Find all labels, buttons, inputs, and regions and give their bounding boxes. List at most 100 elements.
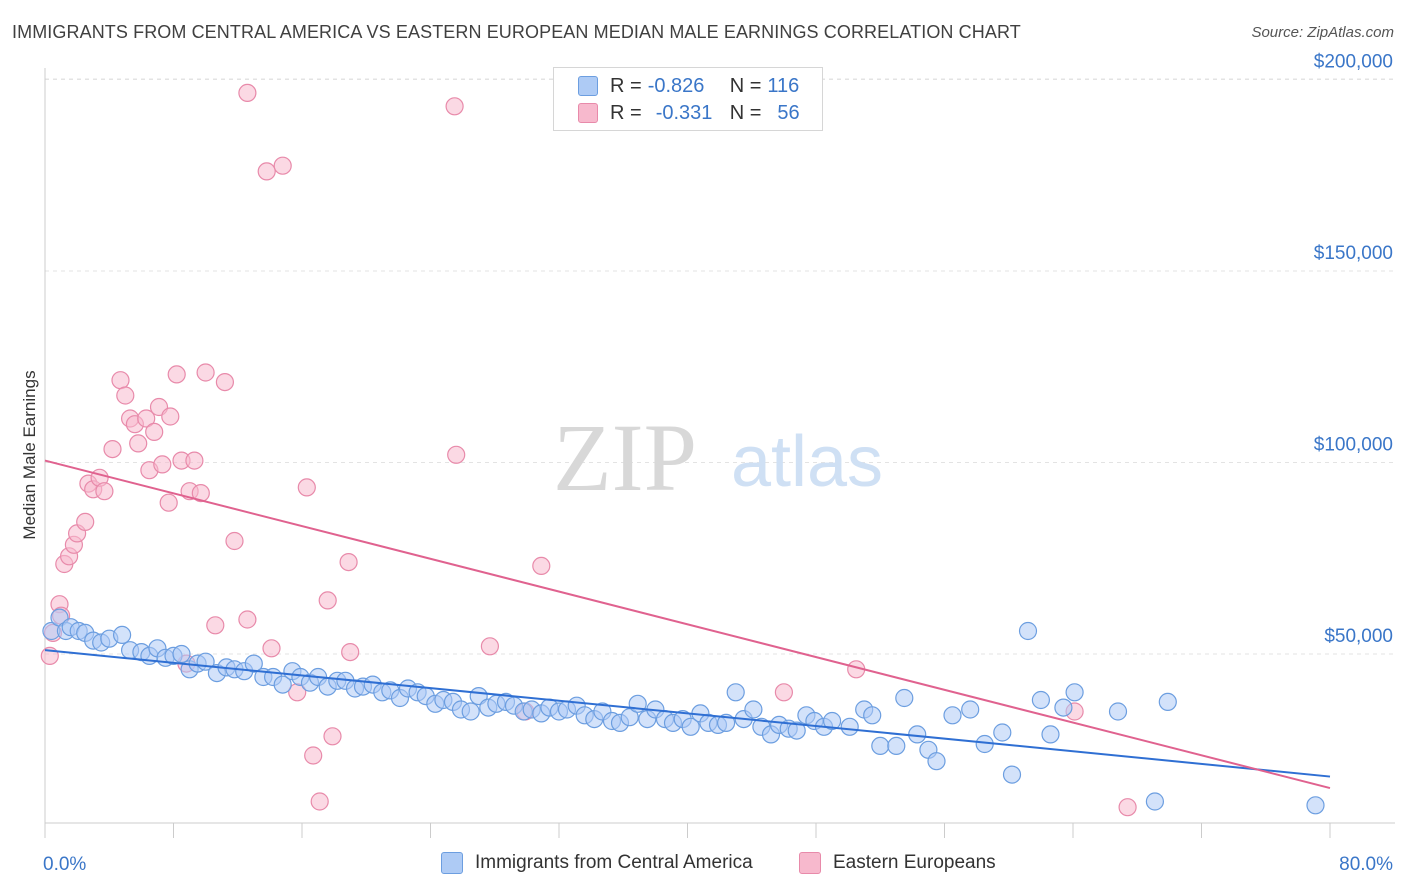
eastern-europeans-point [103, 440, 122, 459]
central-america-point [461, 702, 480, 721]
watermark-zip: ZIP [553, 404, 697, 511]
eastern-europeans-point [161, 407, 180, 426]
central-america-point [840, 717, 859, 736]
central-america-point [787, 721, 806, 740]
eastern-europeans-point [1118, 798, 1137, 817]
eastern-europeans-point [304, 746, 323, 765]
central-america-point [887, 736, 906, 756]
central-america-point [112, 625, 132, 645]
central-america-point [863, 706, 882, 725]
series-central-america [42, 608, 1325, 815]
eastern-europeans-point [95, 482, 114, 501]
eastern-europeans-point [238, 610, 257, 629]
bottom-legend-swatch-blue [441, 852, 463, 874]
legend-n-label: N = [729, 74, 762, 97]
central-america-point [943, 706, 962, 725]
watermark: ZIP atlas [553, 404, 883, 511]
axes [44, 68, 1395, 838]
legend-n-label: N = [729, 101, 762, 124]
legend-n-value: 116 [767, 74, 800, 97]
eastern-europeans-point [225, 531, 244, 551]
central-america-point [822, 711, 842, 731]
central-america-point [716, 713, 736, 733]
bottom-legend-swatch-pink [799, 852, 821, 874]
central-america-point [1145, 792, 1165, 811]
legend-swatch-pink [578, 103, 598, 123]
central-america-point [1002, 765, 1022, 784]
eastern-europeans-point [323, 727, 342, 746]
central-america-point [961, 700, 980, 719]
central-america-point [1041, 725, 1060, 744]
eastern-europeans-point [257, 162, 276, 181]
trend-line-central-america [44, 649, 1331, 778]
eastern-europeans-point [215, 373, 234, 392]
x-tick-label-max: 80.0% [1339, 854, 1393, 875]
eastern-europeans-point [76, 512, 95, 532]
gridlines [45, 78, 1395, 655]
trend-line-eastern-europeans [44, 459, 1331, 790]
eastern-europeans-point [445, 97, 464, 116]
eastern-europeans-point [191, 484, 210, 503]
eastern-europeans-point [159, 493, 178, 512]
eastern-europeans-point [341, 642, 360, 662]
central-america-point [1306, 796, 1325, 815]
central-america-point [620, 708, 639, 727]
legend-n-value: 56 [777, 101, 800, 124]
central-america-point [726, 683, 745, 702]
bottom-legend-label-blue: Immigrants from Central America [475, 852, 753, 873]
central-america-point [681, 717, 700, 736]
central-america-point [871, 736, 890, 756]
eastern-europeans-point [318, 591, 337, 610]
central-america-point [993, 723, 1012, 742]
central-america-point [244, 654, 263, 673]
bottom-legend-label-pink: Eastern Europeans [833, 852, 996, 873]
central-america-point [273, 675, 292, 694]
eastern-europeans-point [137, 409, 156, 428]
eastern-europeans-point [310, 792, 329, 811]
central-america-point [927, 752, 946, 771]
legend-swatch-blue [578, 76, 598, 96]
eastern-europeans-point [153, 455, 172, 474]
x-tick-label-min: 0.0% [43, 854, 86, 875]
legend-r-label: R = [610, 101, 642, 124]
eastern-europeans-point [167, 365, 186, 384]
y-tick-label: $150,000 [1314, 243, 1393, 264]
chart-title: IMMIGRANTS FROM CENTRAL AMERICA VS EASTE… [12, 22, 1021, 42]
y-tick-label: $50,000 [1324, 626, 1393, 647]
y-axis-label: Median Male Earnings [20, 370, 39, 540]
central-america-point [1018, 621, 1038, 641]
eastern-europeans-point [111, 371, 130, 390]
trend-lines [44, 459, 1331, 790]
eastern-europeans-point [116, 386, 135, 405]
correlation-legend: R = -0.826 N = 116 R = -0.331 N = 56 [553, 67, 823, 131]
eastern-europeans-point [145, 422, 164, 441]
central-america-point [1065, 683, 1084, 702]
y-tick-label: $100,000 [1314, 435, 1393, 456]
central-america-point [172, 644, 191, 664]
eastern-europeans-point [185, 451, 204, 470]
source-credit: Source: ZipAtlas.com [1251, 24, 1394, 41]
y-tick-label: $200,000 [1314, 52, 1393, 73]
watermark-atlas: atlas [731, 422, 883, 502]
central-america-point [1031, 690, 1051, 710]
central-america-point [744, 700, 763, 719]
eastern-europeans-point [196, 363, 215, 382]
eastern-europeans-point [262, 639, 281, 658]
eastern-europeans-point [129, 434, 148, 453]
eastern-europeans-point [297, 478, 316, 497]
eastern-europeans-point [774, 683, 794, 702]
eastern-europeans-point [447, 445, 466, 464]
eastern-europeans-point [532, 556, 551, 576]
legend-r-value: -0.331 [655, 101, 713, 124]
central-america-point [1108, 702, 1128, 721]
eastern-europeans-point [238, 83, 257, 103]
bottom-legend-central-america: Immigrants from Central America [441, 852, 753, 874]
eastern-europeans-point [480, 637, 499, 656]
eastern-europeans-point [339, 552, 358, 572]
bottom-legend-eastern-europeans: Eastern Europeans [799, 852, 996, 874]
eastern-europeans-point [273, 156, 292, 175]
legend-row-central-america: R = -0.826 N = 116 [578, 73, 799, 99]
legend-r-value: -0.826 [647, 74, 705, 97]
legend-r-label: R = [610, 74, 642, 97]
